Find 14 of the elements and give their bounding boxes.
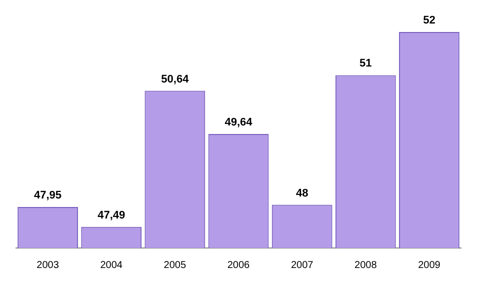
data-label: 49,64: [224, 116, 254, 128]
data-label: 48: [296, 187, 308, 200]
x-tick-label: 2005: [164, 260, 186, 271]
x-tick-label: 2009: [418, 260, 441, 271]
x-tick-label: 2007: [290, 260, 314, 271]
data-label: 50,64: [161, 73, 190, 86]
x-tick-label: 2008: [354, 260, 378, 271]
x-tick-label: 2003: [36, 260, 60, 271]
x-tick-label: 2006: [227, 260, 250, 271]
data-label: 51: [360, 58, 372, 70]
data-label: 47,49: [98, 209, 126, 222]
data-label: 52: [423, 14, 436, 27]
data-label: 47,95: [34, 189, 62, 202]
x-tick-label: 2004: [100, 260, 123, 271]
